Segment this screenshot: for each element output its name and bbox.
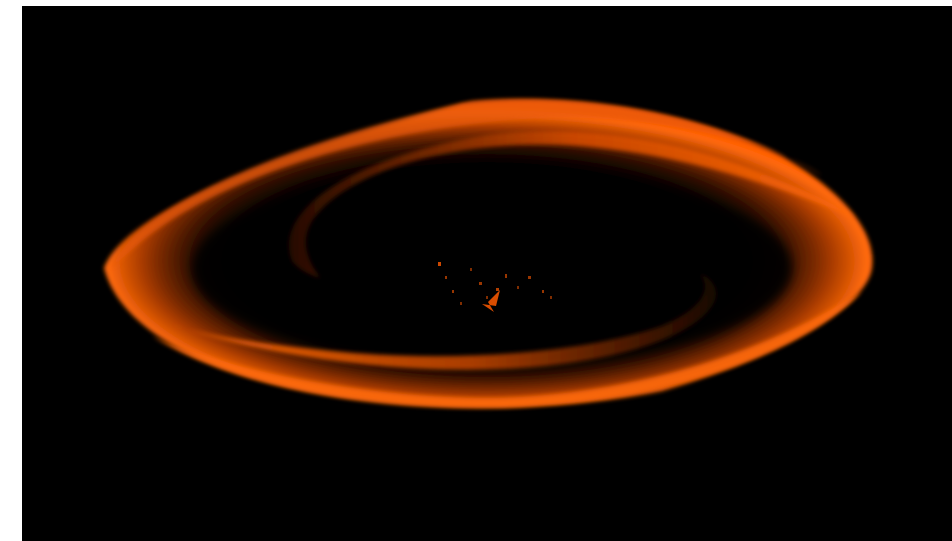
inner-spiral-arm-upper [288,130,857,278]
lower-rim-band [152,291,862,409]
inner-spiral-arm-lower [172,274,717,370]
spiral-disk-illustration [104,98,873,409]
central-specks [438,262,552,312]
render-canvas [22,6,952,541]
